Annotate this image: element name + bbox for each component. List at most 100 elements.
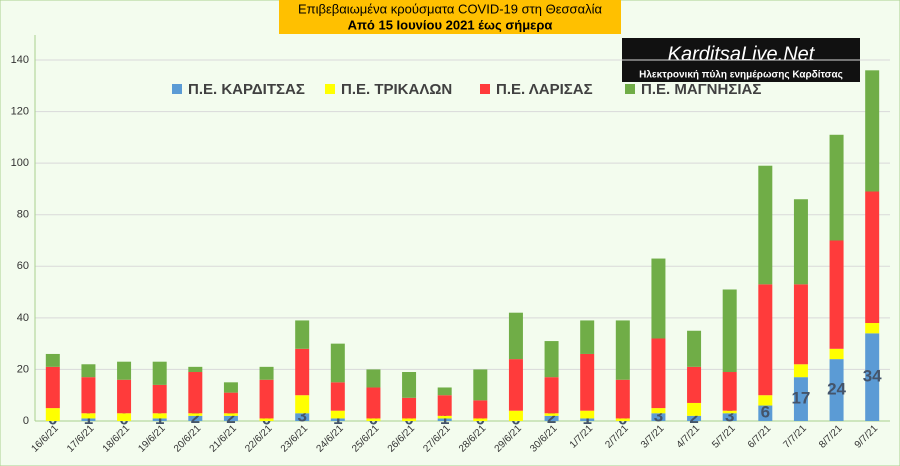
data-label: 2	[689, 408, 698, 427]
y-tick-label: 0	[23, 415, 29, 427]
bar-segment	[544, 415, 559, 421]
bar-segment	[758, 395, 773, 406]
bar-segment	[473, 369, 488, 401]
bar-segment	[437, 387, 452, 396]
data-label: 2	[191, 408, 200, 427]
bar-segment	[580, 353, 595, 411]
bar-segment	[508, 359, 523, 411]
bar-segment	[152, 413, 167, 419]
bar-segment	[152, 418, 167, 421]
data-label: 3	[654, 407, 663, 426]
bar-segment	[81, 364, 96, 378]
bar-segment	[188, 366, 203, 373]
bar-segment	[865, 70, 880, 192]
bar-segment	[687, 330, 702, 367]
bar-segment	[793, 364, 808, 378]
bar-segment	[259, 379, 274, 419]
legend-label: Π.Ε. ΜΑΓΝΗΣΙΑΣ	[641, 81, 761, 98]
logo-text: KarditsaLive.Net	[668, 43, 816, 65]
bar-segment	[687, 366, 702, 403]
data-label: 2	[226, 408, 235, 427]
legend-swatch	[172, 84, 182, 94]
bar-segment	[330, 343, 345, 383]
bar-segment	[152, 384, 167, 414]
bar-segment	[615, 418, 630, 421]
bar-segment	[473, 400, 488, 419]
bar-segment	[615, 379, 630, 419]
bar-segment	[651, 408, 666, 414]
title-box	[279, 0, 621, 34]
bar-segment	[259, 366, 274, 380]
bar-segment	[829, 240, 844, 349]
bar-segment	[259, 418, 274, 421]
bar-segment	[865, 333, 880, 421]
bar-segment	[295, 348, 310, 396]
bar-segment	[544, 377, 559, 414]
bar-segment	[687, 402, 702, 416]
bar-segment	[651, 338, 666, 409]
logo-subtext: Ηλεκτρονική πύλη ενημέρωσης Καρδίτσας	[639, 70, 843, 81]
data-label: 17	[791, 389, 810, 408]
data-label: 1	[84, 409, 93, 428]
legend-swatch	[480, 84, 490, 94]
data-label: 24	[827, 380, 846, 399]
bar-segment	[366, 387, 381, 419]
bar-segment	[615, 320, 630, 380]
bar-segment	[223, 382, 238, 393]
data-label: 2	[547, 408, 556, 427]
bar-segment	[223, 392, 238, 414]
bar-segment	[81, 418, 96, 421]
bar-segment	[81, 413, 96, 419]
bar-segment	[223, 415, 238, 421]
bar-segment	[188, 372, 203, 414]
bar-segment	[508, 410, 523, 421]
bar-segment	[152, 361, 167, 385]
bar-segment	[758, 405, 773, 421]
bar-segment	[722, 410, 737, 414]
bar-segment	[722, 372, 737, 411]
bar-segment	[793, 284, 808, 365]
bar-segment	[437, 395, 452, 416]
bar-segment	[829, 134, 844, 241]
bar-segment	[544, 413, 559, 416]
bar-segment	[117, 361, 132, 380]
bar-segment	[793, 199, 808, 285]
data-label: 1	[440, 409, 449, 428]
bar-segment	[829, 359, 844, 421]
data-label: 3	[297, 407, 306, 426]
legend-swatch	[325, 84, 335, 94]
bar-segment	[580, 410, 595, 419]
bar-segment	[865, 323, 880, 334]
bar-segment	[402, 372, 417, 398]
bar-segment	[188, 415, 203, 421]
data-label: 1	[333, 409, 342, 428]
bar-segment	[330, 410, 345, 419]
bar-segment	[473, 418, 488, 421]
bar-segment	[330, 418, 345, 421]
bar-segment	[829, 348, 844, 360]
bar-segment	[758, 284, 773, 396]
bar-segment	[722, 289, 737, 373]
y-tick-label: 140	[11, 54, 29, 66]
bar-segment	[437, 418, 452, 421]
bar-segment	[687, 415, 702, 421]
data-label: 34	[863, 367, 882, 386]
chart-title: Επιβεβαιωμένα κρούσματα COVID-19 στη Θεσ…	[298, 1, 603, 16]
bar-segment	[651, 413, 666, 421]
bar-segment	[722, 413, 737, 421]
y-tick-label: 120	[11, 105, 29, 117]
data-label: 6	[761, 403, 770, 422]
bar-segment	[580, 320, 595, 354]
bar-segment	[188, 413, 203, 416]
bar-segment	[793, 377, 808, 421]
data-label: 1	[582, 409, 591, 428]
y-tick-label: 100	[11, 157, 29, 169]
chart-subtitle: Από 15 Ιουνίου 2021 έως σήμερα	[348, 17, 553, 32]
bar-segment	[865, 191, 880, 324]
legend-label: Π.Ε. ΛΑΡΙΣΑΣ	[496, 81, 593, 98]
bar-segment	[117, 413, 132, 421]
bar-segment	[402, 397, 417, 419]
legend-swatch	[625, 84, 635, 94]
y-tick-label: 40	[17, 312, 29, 324]
